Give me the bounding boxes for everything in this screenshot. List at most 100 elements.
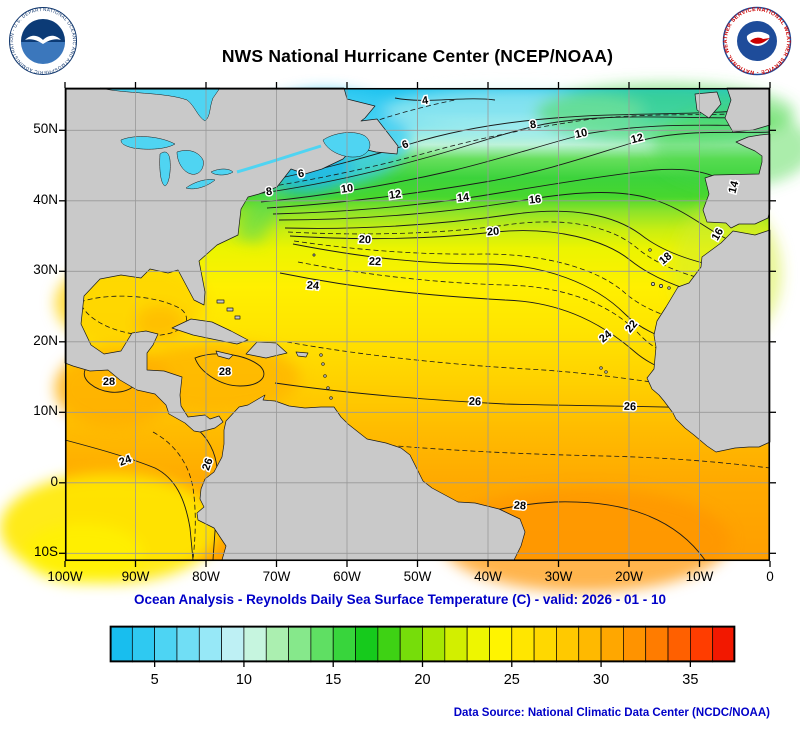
axis-ticks	[59, 82, 776, 567]
colorbar-cell	[176, 625, 200, 663]
x-axis-tick-label: 90W	[121, 569, 150, 584]
colorbar-cell	[265, 625, 289, 663]
colorbar-cell	[355, 625, 379, 663]
cape-verde-island	[599, 366, 603, 370]
colorbar-cell	[288, 625, 312, 663]
lake-michigan	[159, 151, 171, 187]
canary-island	[659, 284, 663, 288]
st-lawrence-river	[236, 144, 322, 174]
colorbar-cell	[221, 625, 245, 663]
madeira-island	[648, 248, 652, 252]
contour-label: 26	[200, 457, 215, 473]
cuba	[171, 318, 249, 345]
colorbar-cell	[466, 625, 490, 663]
colorbar-frame	[110, 626, 736, 663]
colorbar-cell	[332, 625, 356, 663]
contour-label: 8	[529, 119, 537, 132]
contour-label: 26	[469, 396, 482, 408]
canary-island	[667, 286, 671, 290]
colorbar-tick-label: 15	[325, 672, 341, 688]
map-area: 4 6 6 8 8 10 10 12 12 14 14 16 16 18 20 20 22 22 24 24 24 26 2…	[0, 82, 800, 592]
contour-label: 10	[340, 182, 354, 196]
colorbar-cell	[198, 625, 222, 663]
africa	[646, 229, 771, 453]
colorbar-cell	[489, 625, 513, 663]
colorbar-cell	[131, 625, 155, 663]
y-axis-tick-label: 10S	[33, 544, 58, 560]
colorbar-cell	[243, 625, 267, 663]
france-iberia	[702, 133, 771, 229]
colorbar-cell	[533, 625, 557, 663]
contour-label: 28	[219, 366, 231, 378]
bermuda-island	[312, 253, 316, 257]
x-axis-tick-label: 60W	[333, 569, 361, 584]
colorbar-cell	[444, 625, 468, 663]
y-axis-tick-label: 50N	[33, 121, 58, 137]
antilles-island	[323, 374, 327, 378]
south-america	[196, 394, 526, 561]
noaa-logo: NATIONAL OCEANIC AND ATMOSPHERIC ADMINIS…	[6, 2, 77, 75]
cape-verde-island	[604, 370, 608, 374]
y-axis-tick-label: 10N	[33, 403, 58, 419]
land-masses	[64, 87, 771, 561]
colorbar-svg: 5 10 15 20 25 30 35	[109, 625, 736, 688]
colorbar-tick-label: 30	[593, 672, 609, 688]
contour-label: 8	[265, 186, 273, 199]
bahamas-island	[234, 315, 241, 320]
contour-label: 12	[388, 188, 402, 202]
x-axis-tick-label: 50W	[403, 569, 432, 584]
antilles-island	[319, 353, 323, 357]
puerto-rico	[295, 351, 309, 358]
colorbar-cell	[623, 625, 647, 663]
ireland	[694, 91, 722, 119]
colorbar-tick-label: 35	[682, 672, 698, 688]
gulf-of-st-lawrence	[322, 132, 371, 158]
north-america	[64, 87, 399, 433]
page-title: NWS National Hurricane Center (NCEP/NOAA…	[221, 46, 614, 66]
contour-label: 6	[297, 168, 305, 181]
lake-huron	[176, 150, 204, 175]
colorbar-cell	[600, 625, 624, 663]
colorbar: 5 10 15 20 25 30 35	[109, 625, 736, 690]
y-axis-tick-label: 30N	[33, 262, 58, 278]
contour-label: 24	[306, 279, 320, 292]
colorbar-tick-label: 5	[151, 672, 159, 688]
x-axis-tick-label: 70W	[262, 569, 291, 584]
inland-waters	[99, 87, 371, 190]
antilles-island	[326, 386, 330, 390]
x-axis-tick-label: 100W	[47, 569, 83, 584]
noaa-emblem-sea	[21, 42, 65, 64]
hudson-james-bay	[99, 87, 221, 122]
bahamas-island	[216, 299, 225, 304]
britain	[724, 87, 771, 133]
contour-label: 14	[456, 191, 470, 204]
colorbar-cell	[377, 625, 401, 663]
contour-label: 10	[574, 127, 588, 141]
x-axis-tick-label: 0	[766, 569, 774, 584]
colorbar-cell	[399, 625, 423, 663]
jamaica	[215, 350, 234, 360]
canary-island	[651, 282, 655, 286]
colorbar-tick-label: 20	[414, 672, 430, 688]
colorbar-cell	[154, 625, 178, 663]
colorbar-cell	[712, 625, 736, 663]
antilles-island	[329, 396, 333, 400]
colorbar-cell	[667, 625, 691, 663]
colorbar-cell	[422, 625, 446, 663]
contour-label: 20	[359, 234, 372, 247]
graticule	[65, 88, 770, 561]
colorbar-cell	[645, 625, 669, 663]
colorbar-tick-label: 10	[236, 672, 252, 688]
noaa-gull-icon	[25, 35, 61, 44]
contour-label: 28	[103, 376, 115, 388]
x-axis-tick-label: 20W	[615, 569, 643, 584]
lake-superior	[120, 136, 176, 150]
y-axis-tick-label: 0	[50, 473, 58, 489]
x-axis-tick-label: 80W	[192, 569, 220, 584]
colorbar-cell	[310, 625, 334, 663]
bahamas-island	[226, 307, 234, 312]
colorbar-cell	[511, 625, 535, 663]
nws-logo: NATIONAL WEATHER SERVICE - NATIONAL WEAT…	[722, 6, 792, 76]
x-axis-tick-label: 30W	[544, 569, 573, 584]
